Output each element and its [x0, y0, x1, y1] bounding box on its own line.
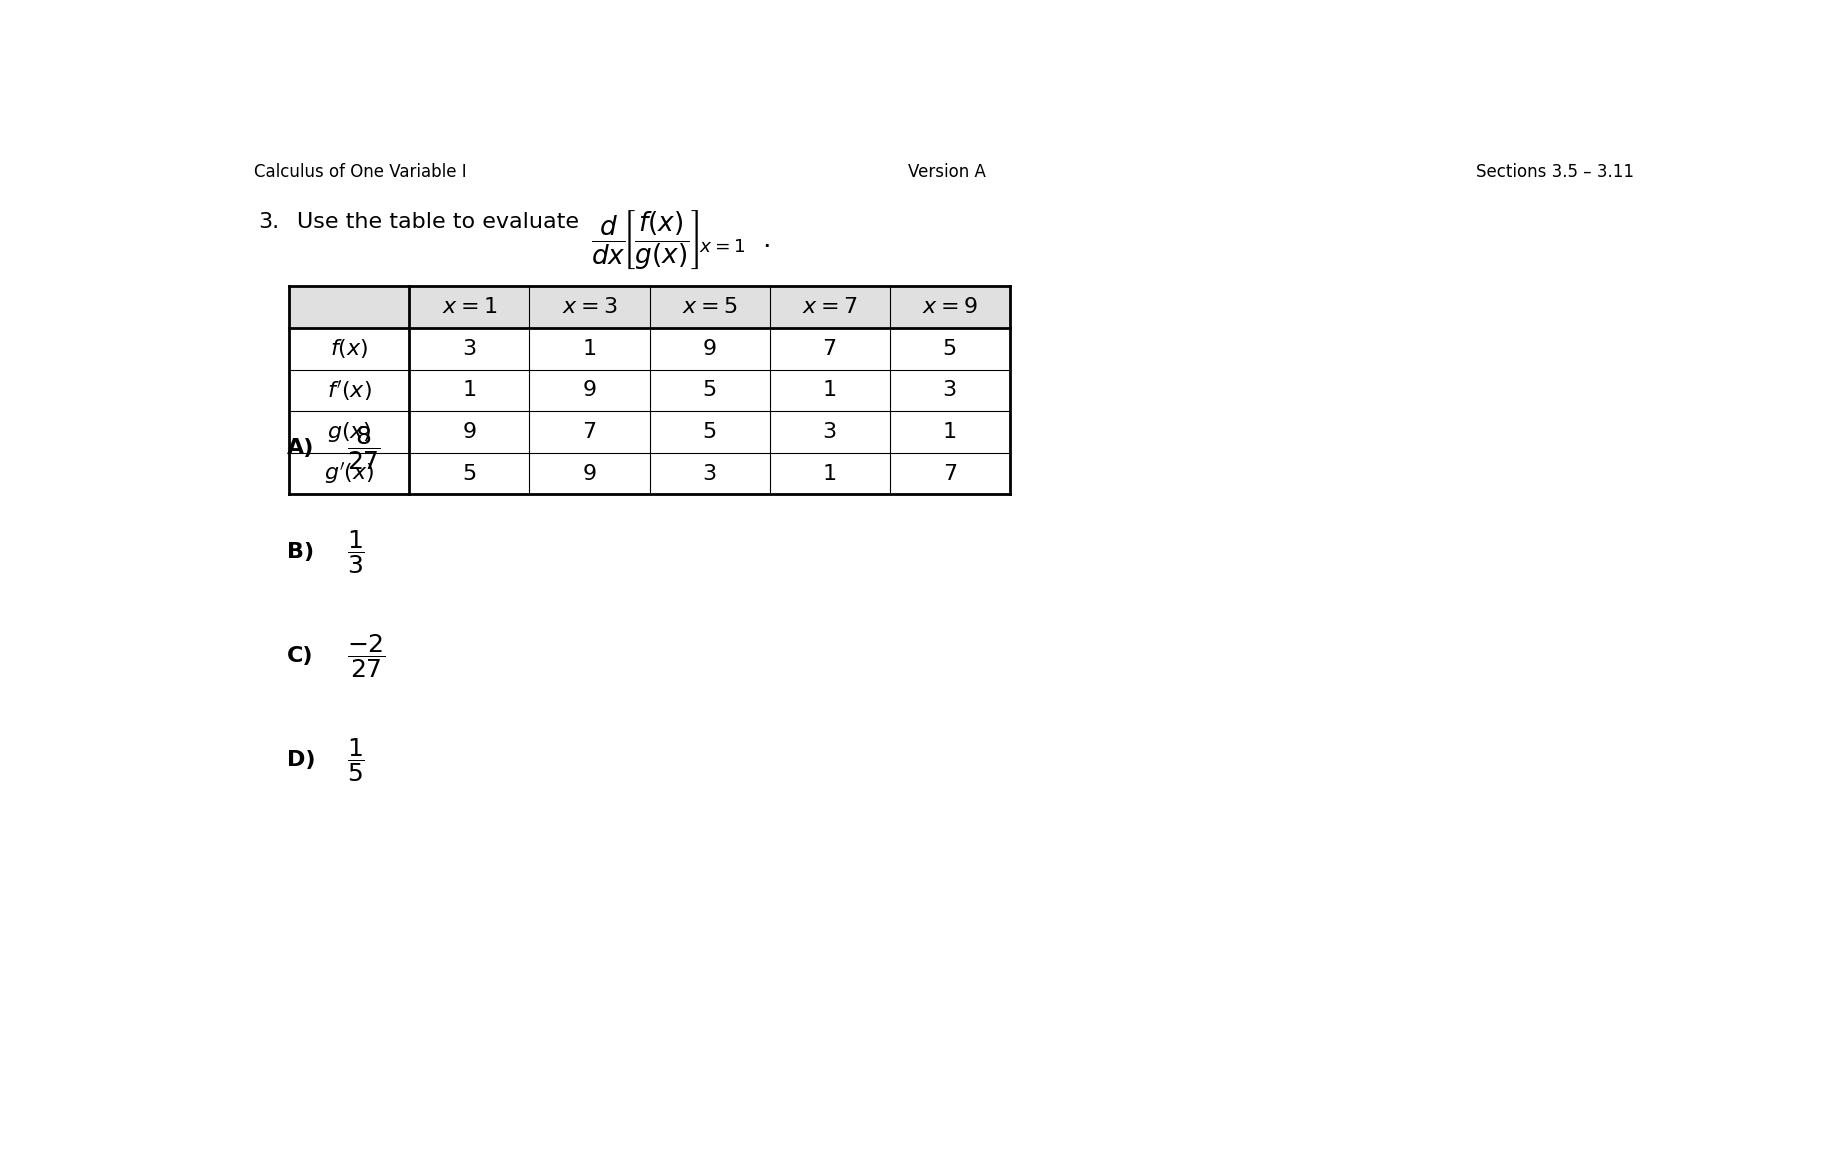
Bar — [288, 286, 1009, 328]
Text: $f'(x)$: $f'(x)$ — [327, 378, 371, 403]
Text: C): C) — [286, 646, 314, 666]
Text: $g'(x)$: $g'(x)$ — [323, 460, 375, 486]
Text: 7: 7 — [822, 339, 837, 359]
Text: Use the table to evaluate: Use the table to evaluate — [298, 211, 578, 231]
Text: $\dfrac{d}{dx}\!\left[\dfrac{f(x)}{g(x)}\right]_{\!x=1}$  .: $\dfrac{d}{dx}\!\left[\dfrac{f(x)}{g(x)}… — [591, 208, 771, 272]
Text: $\dfrac{1}{3}$: $\dfrac{1}{3}$ — [347, 528, 366, 576]
Text: B): B) — [286, 542, 314, 562]
Text: 3: 3 — [462, 339, 477, 359]
Text: 7: 7 — [582, 421, 597, 441]
Text: $f(x)$: $f(x)$ — [331, 337, 368, 360]
Text: $\mathit{x}=5$: $\mathit{x}=5$ — [682, 297, 737, 317]
Bar — [288, 286, 1009, 494]
Text: $\dfrac{8}{27}$: $\dfrac{8}{27}$ — [347, 424, 381, 472]
Text: 5: 5 — [702, 421, 717, 441]
Text: $\dfrac{1}{5}$: $\dfrac{1}{5}$ — [347, 736, 366, 784]
Text: 3: 3 — [942, 380, 957, 400]
Text: $\mathit{x}=3$: $\mathit{x}=3$ — [562, 297, 617, 317]
Text: 9: 9 — [462, 421, 477, 441]
Text: $g(x)$: $g(x)$ — [327, 420, 371, 444]
Text: 5: 5 — [462, 464, 477, 484]
Text: 7: 7 — [942, 464, 957, 484]
Text: 5: 5 — [942, 339, 957, 359]
Text: 3: 3 — [822, 421, 837, 441]
Text: 1: 1 — [822, 464, 837, 484]
Text: $\mathit{x}=7$: $\mathit{x}=7$ — [802, 297, 857, 317]
Text: $\mathit{x}=1$: $\mathit{x}=1$ — [442, 297, 497, 317]
Text: D): D) — [286, 750, 316, 770]
Text: 3: 3 — [702, 464, 717, 484]
Text: 1: 1 — [582, 339, 597, 359]
Text: A): A) — [286, 438, 314, 458]
Text: Version A: Version A — [907, 163, 987, 181]
Text: 9: 9 — [702, 339, 717, 359]
Text: 1: 1 — [822, 380, 837, 400]
Text: 9: 9 — [582, 464, 597, 484]
Text: 9: 9 — [582, 380, 597, 400]
Text: Sections 3.5 – 3.11: Sections 3.5 – 3.11 — [1477, 163, 1634, 181]
Text: 1: 1 — [462, 380, 477, 400]
Text: Calculus of One Variable I: Calculus of One Variable I — [255, 163, 468, 181]
Text: 5: 5 — [702, 380, 717, 400]
Text: $\mathit{x}=9$: $\mathit{x}=9$ — [922, 297, 978, 317]
Text: 3.: 3. — [259, 211, 279, 231]
Text: 1: 1 — [942, 421, 957, 441]
Text: $\dfrac{-2}{27}$: $\dfrac{-2}{27}$ — [347, 632, 386, 680]
